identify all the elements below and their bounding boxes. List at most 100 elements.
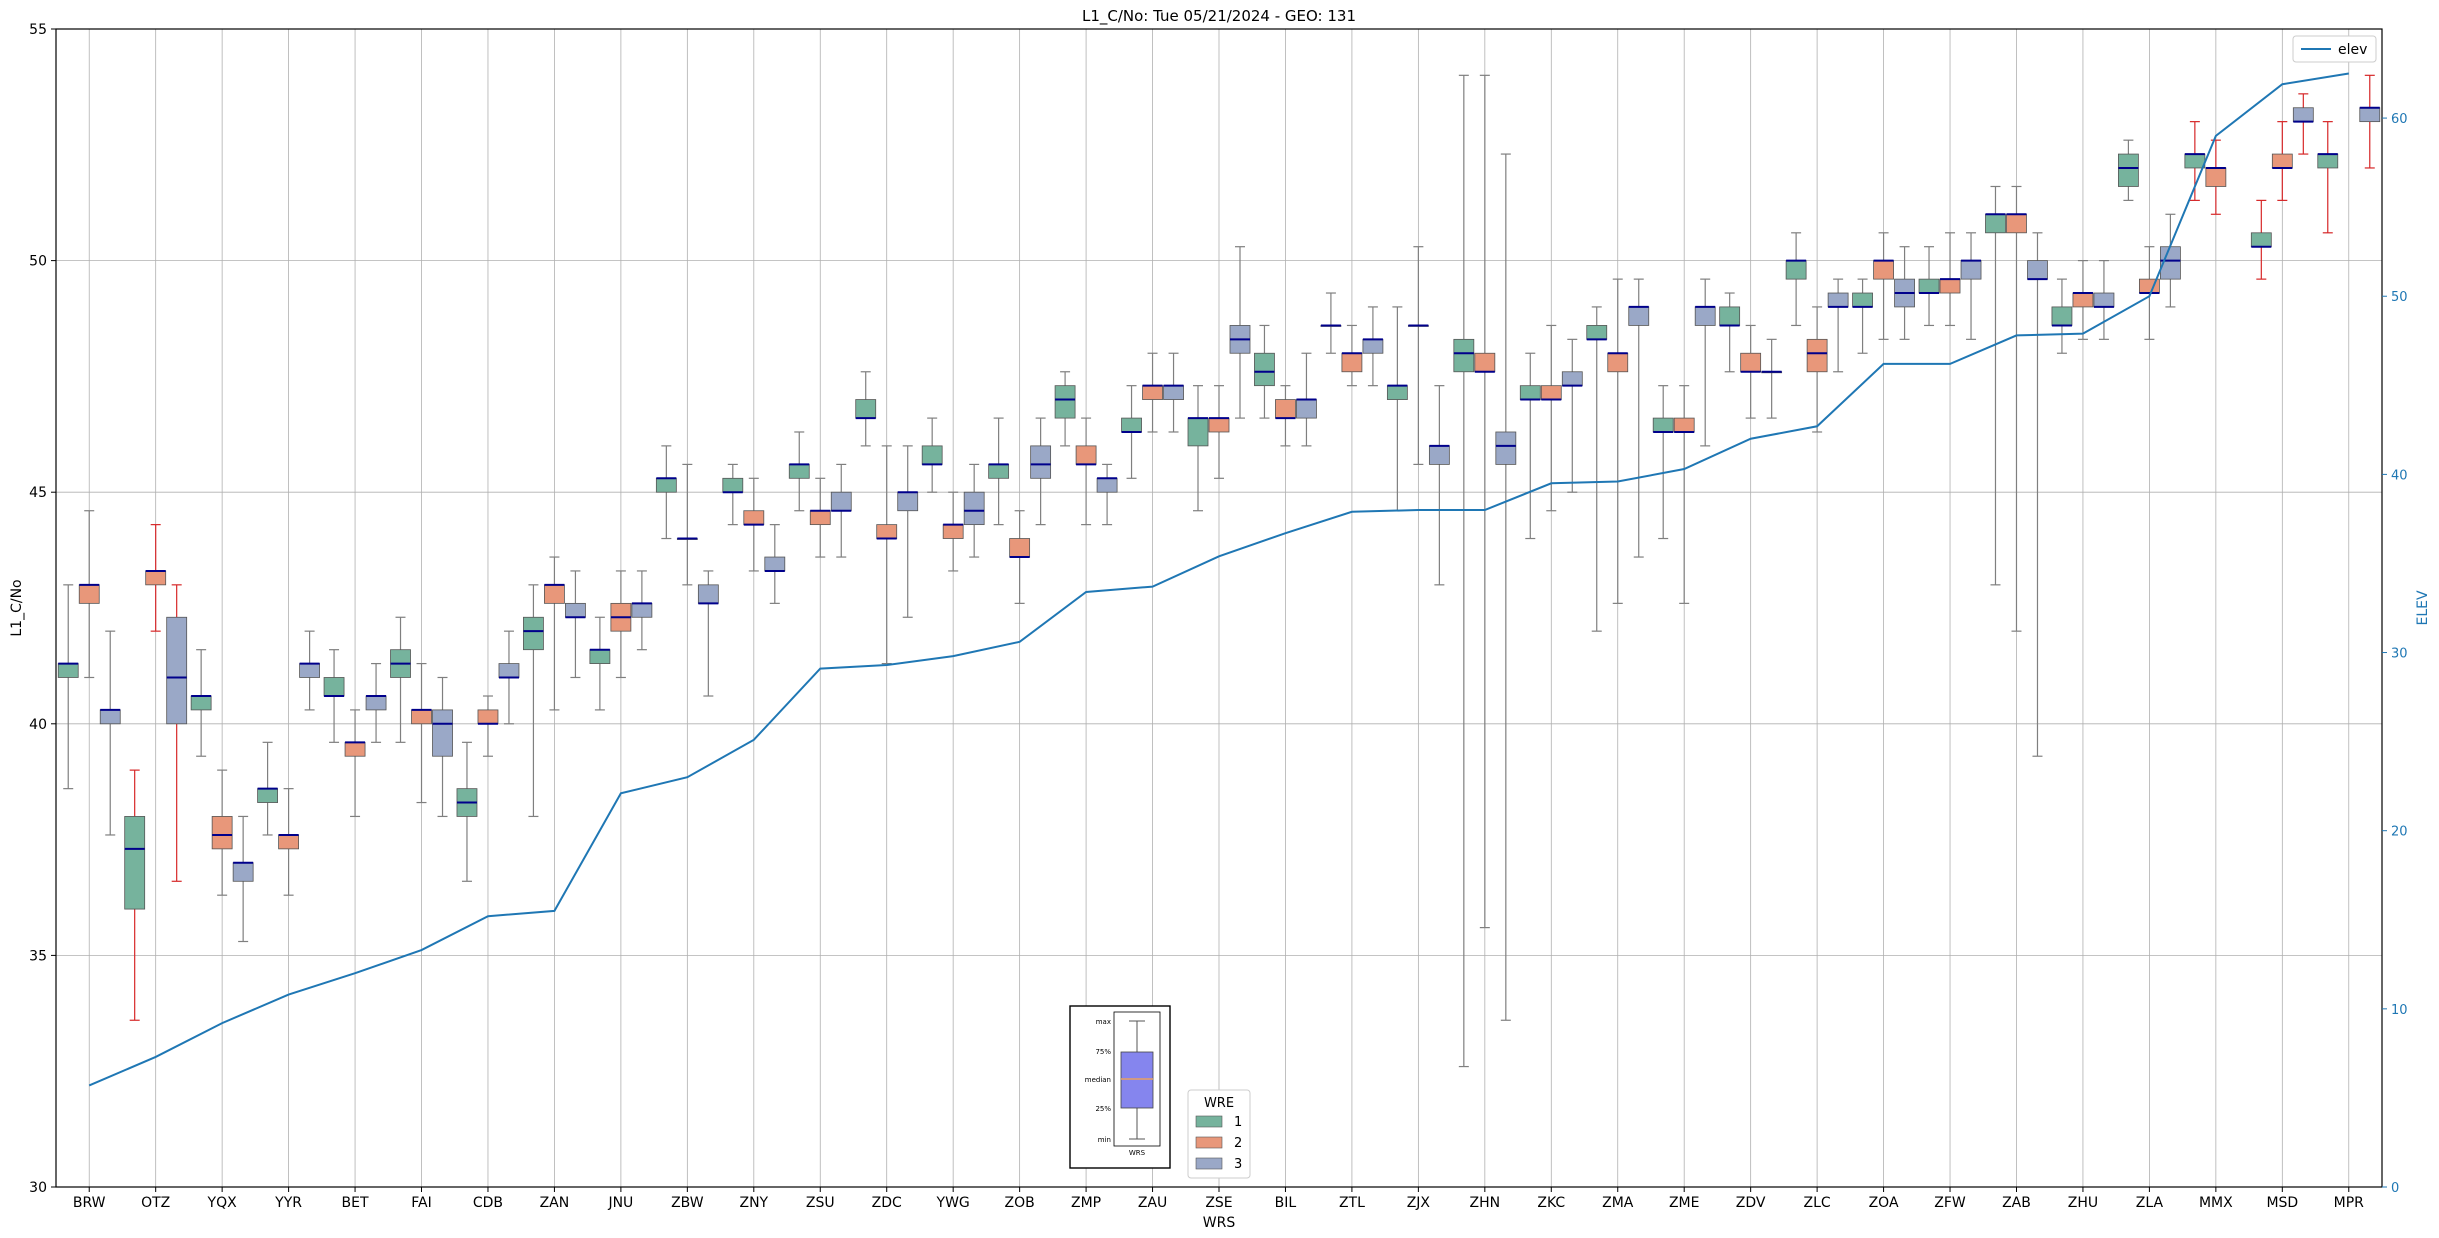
box-wre-2: [1873, 260, 1894, 280]
x-tick-label: ZJX: [1407, 1195, 1431, 1211]
box-wre-3: [631, 602, 653, 618]
box-wre-1: [1121, 417, 1142, 433]
y-tick-label: 40: [29, 717, 47, 733]
box-wre-2: [1806, 338, 1828, 373]
x-tick-label: MPR: [2334, 1195, 2365, 1211]
y-right-tick-label: 50: [2391, 290, 2408, 305]
x-tick-label: ZSE: [1205, 1195, 1232, 1211]
box-wre-3: [166, 616, 188, 725]
x-tick-label: ZAN: [540, 1195, 570, 1211]
box-wre-3: [1163, 385, 1184, 400]
x-tick-label: YYR: [274, 1195, 302, 1211]
box-wre-3: [1428, 445, 1450, 465]
box-wre-2: [1740, 352, 1762, 373]
box-wre-1: [988, 464, 1010, 479]
box-wre-2: [78, 584, 100, 604]
wre-legend-swatch-2: [1195, 1136, 1223, 1149]
box-wre-2: [211, 816, 233, 850]
x-tick-label: ZFW: [1934, 1195, 1966, 1211]
box-wre-3: [498, 663, 520, 678]
box-wre-2: [411, 709, 432, 725]
wre-legend-swatch-1: [1195, 1115, 1223, 1128]
box-wre-3: [697, 584, 719, 604]
x-tick-label: ZHN: [1470, 1195, 1501, 1211]
box-wre-2: [1673, 417, 1695, 433]
y-axis-left: 30 35 40 45 50 55: [29, 22, 56, 1196]
inset-label-median: median: [1085, 1076, 1111, 1084]
box-wre-1: [1254, 352, 1275, 387]
box-wre-1: [57, 663, 79, 678]
x-tick-label: ZLC: [1804, 1195, 1831, 1211]
box-wre-2: [344, 741, 366, 757]
box-wre-2: [2271, 153, 2293, 169]
box-wre-3: [830, 491, 852, 512]
wre-legend-frame: [1187, 1089, 1251, 1179]
y-tick-label: 45: [29, 485, 47, 501]
x-tick-label: ZOB: [1005, 1195, 1035, 1211]
x-tick-label: CDB: [473, 1195, 503, 1211]
box-wre-2: [1075, 445, 1097, 465]
box-wre-2: [1142, 385, 1163, 400]
box-wre-1: [1187, 417, 1209, 447]
x-tick-label: ZAB: [2002, 1195, 2031, 1211]
box-wre-2: [1341, 352, 1363, 373]
box-wre-3: [2359, 107, 2381, 123]
x-tick-label: OTZ: [141, 1195, 170, 1211]
box-wre-1: [2117, 153, 2139, 187]
y-right-tick-label: 40: [2391, 468, 2408, 483]
y-tick-label: 30: [29, 1180, 47, 1196]
box-wre-2: [1607, 352, 1629, 373]
box-wre-1: [855, 399, 877, 419]
box-wre-1: [1519, 385, 1541, 400]
y-right-tick-label: 30: [2391, 647, 2408, 662]
x-tick-label: ZSU: [806, 1195, 835, 1211]
box-wre-3: [764, 556, 786, 572]
box-wre-3: [565, 602, 586, 618]
elev-legend-label: elev: [2338, 42, 2367, 58]
x-tick-label: ZOA: [1869, 1195, 1899, 1211]
box-wre-1: [124, 816, 146, 910]
box-wre-3: [365, 695, 387, 711]
box-wre-3: [2093, 292, 2115, 308]
inset-label-wrs: WRS: [1129, 1149, 1146, 1157]
box-wre-3: [1628, 306, 1650, 326]
box-group: [57, 74, 2381, 1068]
box-wre-1: [1652, 417, 1674, 433]
wre-legend-title: WRE: [1204, 1096, 1234, 1111]
box-wre-3: [1694, 306, 1716, 326]
y-axis-right: 0 10 20 30 40 50 60: [2382, 112, 2408, 1196]
y-axis-right-label: ELEV: [2415, 590, 2431, 625]
y-right-tick-label: 10: [2391, 1003, 2408, 1018]
y-right-tick-label: 60: [2391, 112, 2408, 127]
x-tick-label: JNU: [607, 1195, 633, 1211]
box-wre-1: [1386, 385, 1408, 400]
box-wre-1: [1453, 338, 1475, 373]
box-wre-2: [278, 834, 300, 850]
box-wre-2: [743, 510, 765, 526]
box-wre-1: [523, 616, 544, 651]
y-right-tick-label: 0: [2391, 1181, 2399, 1196]
x-tick-label: ZDV: [1736, 1195, 1766, 1211]
y-right-tick-label: 20: [2391, 825, 2408, 840]
elev-line: [88, 72, 2349, 1087]
box-wre-1: [589, 649, 611, 664]
box-wre-3: [1495, 431, 1517, 465]
box-wre-2: [2072, 292, 2094, 308]
inset-label-max: max: [1096, 1018, 1111, 1026]
x-tick-label: YWG: [936, 1195, 970, 1211]
x-tick-label: ZBW: [671, 1195, 704, 1211]
box-wre-2: [145, 570, 167, 586]
box-wre-3: [2292, 107, 2314, 123]
box-wre-3: [1030, 445, 1052, 479]
wre-legend-label-2: 2: [1234, 1136, 1242, 1151]
inset-label-min: min: [1098, 1136, 1111, 1144]
box-wre-3: [432, 709, 453, 757]
box-wre-2: [2205, 167, 2227, 187]
box-wre-1: [2184, 153, 2206, 169]
y-tick-label: 35: [29, 948, 47, 964]
x-tick-label: ZNY: [739, 1195, 768, 1211]
x-tick-label: BRW: [73, 1195, 106, 1211]
x-tick-label: YQX: [207, 1195, 238, 1211]
x-tick-label: ZTL: [1339, 1195, 1365, 1211]
box-wre-2: [876, 524, 898, 539]
